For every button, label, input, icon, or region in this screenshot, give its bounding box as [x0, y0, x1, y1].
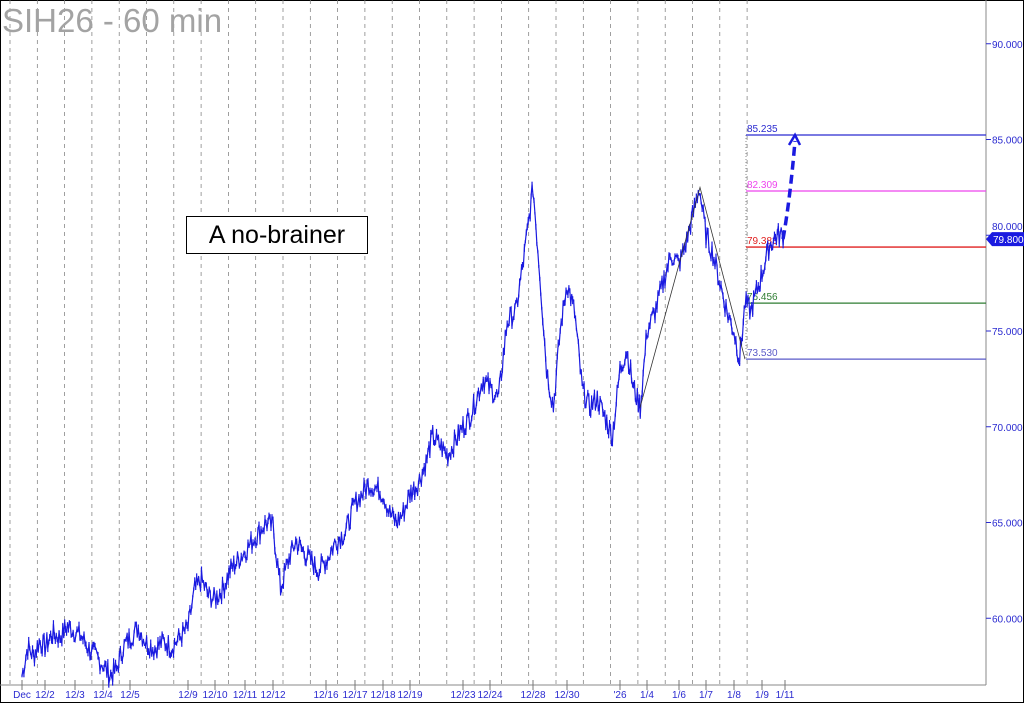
x-tick-label: 12/2	[35, 690, 55, 701]
x-tick-label: 1/8	[727, 690, 741, 701]
x-tick-label: 12/10	[202, 690, 227, 701]
x-tick-label: 1/9	[755, 690, 769, 701]
pattern-line	[639, 185, 746, 408]
arrow-head-icon	[787, 132, 802, 146]
last-price-tag	[986, 232, 1024, 247]
y-tick-label: 70.000	[992, 423, 1023, 434]
y-tick-label: 75.000	[992, 327, 1023, 338]
annotation-box: A no-brainer	[186, 216, 368, 254]
x-tick-label: 12/4	[93, 690, 113, 701]
level-label: 76.456	[747, 292, 778, 303]
level-label: 79.383	[747, 236, 778, 247]
x-tick-label: 12/24	[477, 690, 502, 701]
chart-title: SIH26 - 60 min	[2, 2, 223, 39]
x-tick-label: 1/6	[672, 690, 686, 701]
x-tick-label: 12/30	[554, 690, 579, 701]
x-tick-label: 1/4	[640, 690, 654, 701]
x-tick-label: 1/11	[776, 690, 795, 701]
price-series	[21, 184, 785, 685]
x-tick-label: '26	[613, 690, 626, 701]
projection-arrow	[781, 140, 797, 240]
x-tick-label: 12/18	[370, 690, 395, 701]
y-tick-label: 80.000	[992, 222, 1023, 233]
level-label: 85.235	[747, 124, 778, 135]
x-tick-label: 12/19	[397, 690, 422, 701]
x-tick-label: 12/5	[120, 690, 140, 701]
x-tick-label: 12/23	[450, 690, 475, 701]
x-tick-label: 12/28	[520, 690, 545, 701]
x-tick-label: 1/7	[699, 690, 713, 701]
y-tick-label: 60.000	[992, 614, 1023, 625]
x-tick-label: 12/12	[260, 690, 285, 701]
x-tick-label: 12/16	[313, 690, 338, 701]
x-tick-label: Dec	[13, 690, 31, 701]
x-tick-label: 12/9	[178, 690, 198, 701]
x-tick-label: 12/11	[233, 690, 258, 701]
last-price-label: 79.800	[993, 235, 1024, 246]
y-tick-label: 90.000	[992, 40, 1023, 51]
level-label: 82.309	[747, 180, 778, 191]
x-tick-label: 12/17	[342, 690, 367, 701]
y-tick-label: 65.000	[992, 519, 1023, 530]
y-tick-label: 85.000	[992, 136, 1023, 147]
x-tick-label: 12/3	[65, 690, 85, 701]
level-label: 73.530	[747, 348, 778, 359]
